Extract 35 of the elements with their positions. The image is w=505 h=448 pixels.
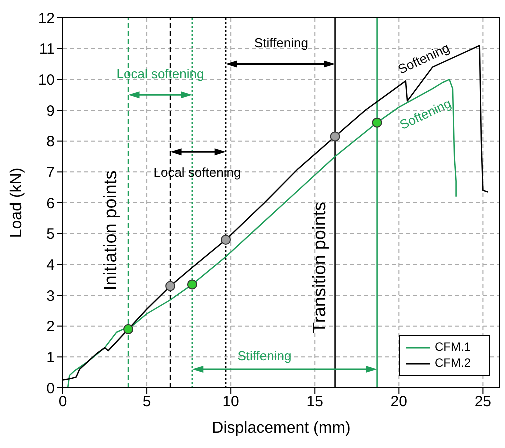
x-tick-label: 25 — [474, 394, 492, 411]
point — [166, 281, 176, 292]
annotation: Local softening — [116, 66, 204, 82]
x-tick-label: 0 — [58, 394, 68, 411]
annotation: Local softening — [154, 165, 242, 180]
x-tick-label: 20 — [390, 394, 408, 411]
x-tick-label: 5 — [142, 394, 152, 411]
point — [330, 132, 340, 142]
y-tick-label: 10 — [38, 72, 55, 89]
y-tick-label: 12 — [38, 10, 55, 28]
legend-label: CFM.2 — [435, 356, 472, 370]
annotation: Stiffening — [238, 348, 292, 364]
y-tick-label: 5 — [46, 226, 55, 244]
annotation: Transition points — [310, 202, 330, 334]
y-tick-label: 6 — [46, 195, 55, 212]
y-tick-label: 1 — [46, 349, 55, 366]
point — [372, 118, 382, 128]
y-tick-label: 3 — [46, 288, 55, 305]
y-tick-label: 7 — [46, 164, 55, 182]
legend-label: CFM.1 — [435, 340, 472, 354]
y-tick-label: 4 — [46, 256, 55, 274]
x-tick-label: 15 — [306, 394, 324, 411]
y-tick-label: 0 — [46, 380, 55, 398]
x-axis-title: Displacement (mm) — [212, 420, 351, 437]
annotation: Initiation points — [100, 170, 120, 291]
y-tick-label: 9 — [46, 102, 55, 120]
y-tick-label: 11 — [39, 41, 55, 58]
x-tick-label: 10 — [222, 394, 240, 411]
point — [124, 324, 134, 334]
point — [187, 280, 198, 290]
point — [221, 234, 232, 246]
y-tick-label: 8 — [46, 134, 55, 151]
y-tick-label: 2 — [46, 318, 55, 336]
y-axis-title: Load (kN) — [8, 168, 26, 238]
annotation: Stiffening — [254, 36, 308, 51]
